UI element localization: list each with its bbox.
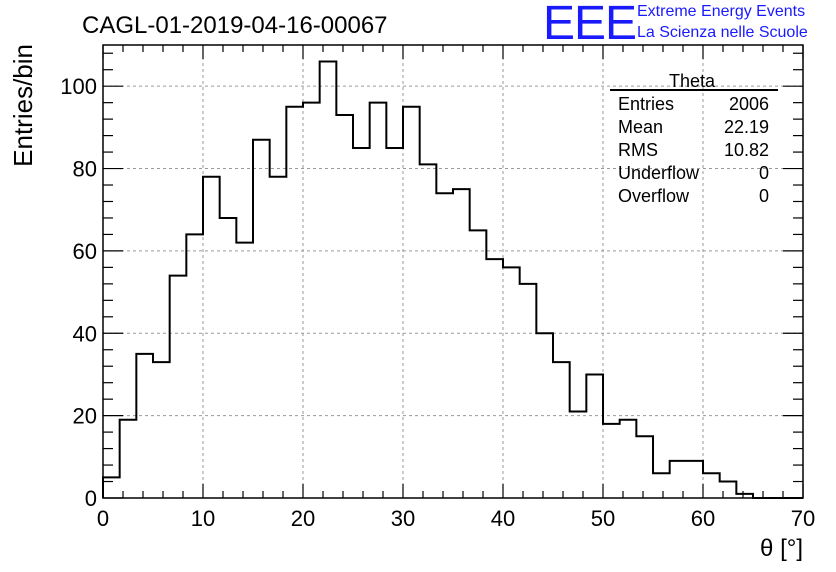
x-tick-label: 60 [691, 506, 715, 531]
x-tick-label: 30 [391, 506, 415, 531]
histogram-bin [336, 115, 353, 498]
histogram-bin [670, 461, 687, 498]
y-tick-label: 0 [85, 486, 97, 511]
grid-layer [103, 45, 803, 498]
stats-row-label: RMS [618, 140, 658, 160]
stats-row-value: 0 [759, 186, 769, 206]
histogram-bin [636, 436, 653, 498]
histogram-bin [703, 473, 720, 498]
y-axis-label: Entries/bin [8, 44, 38, 167]
histogram-bin [253, 140, 270, 498]
x-tick-label: 40 [491, 506, 515, 531]
histogram-bin [353, 148, 370, 498]
ticks-layer [102, 45, 804, 499]
stats-box-title: Theta [669, 71, 716, 91]
plot-frame [102, 44, 804, 499]
y-tick-label: 20 [73, 404, 97, 429]
histogram-bin [686, 461, 703, 498]
chart-title: CAGL-01-2019-04-16-00067 [82, 12, 388, 39]
stats-row-label: Mean [618, 117, 663, 137]
stats-row-label: Underflow [618, 163, 700, 183]
histogram-bin [286, 107, 303, 498]
y-tick-label: 80 [73, 157, 97, 182]
y-tick-label: 60 [73, 239, 97, 264]
histogram-layer [102, 60, 804, 499]
histogram-bin [436, 193, 453, 498]
x-axis-label: θ [°] [760, 535, 803, 562]
histogram-bin [370, 103, 387, 498]
brand-line-2: La Scienza nelle Scuole [637, 24, 808, 41]
histogram-bin [303, 103, 320, 498]
stats-row-label: Overflow [618, 186, 690, 206]
histogram-bin [503, 267, 520, 498]
histogram-bin [103, 477, 120, 498]
histogram-bin [620, 420, 637, 498]
histogram-bin [320, 61, 337, 498]
histogram-bin [470, 230, 487, 498]
histogram-bin [720, 482, 737, 498]
histogram-bin [120, 420, 137, 498]
histogram-bin [153, 362, 170, 498]
brand-line-1: Extreme Energy Events [637, 3, 806, 20]
stats-rows: Entries 2006 Mean 22.19 RMS 10.82 Underflow 0 Ov… [618, 94, 769, 206]
stats-row-value: 10.82 [724, 140, 769, 160]
x-tick-label: 50 [591, 506, 615, 531]
histogram-bin [186, 234, 203, 498]
stats-row-value: 2006 [729, 94, 769, 114]
histogram-bin [603, 424, 620, 498]
histogram-bin [420, 164, 437, 498]
histogram-bin [236, 243, 253, 498]
x-tick-label: 20 [291, 506, 315, 531]
histogram-bin [570, 412, 587, 498]
y-tick-label: 100 [60, 74, 97, 99]
x-tick-label: 0 [97, 506, 109, 531]
histogram-bin [270, 177, 287, 498]
histogram-bin [586, 374, 603, 498]
histogram-bin [170, 276, 187, 498]
x-tick-label: 10 [191, 506, 215, 531]
histogram-bin [220, 218, 237, 498]
x-tick-label: 70 [791, 506, 815, 531]
histogram-bin [486, 259, 503, 498]
histogram-bin [403, 107, 420, 498]
y-tick-label: 40 [73, 321, 97, 346]
stats-row-value: 22.19 [724, 117, 769, 137]
stats-row-label: Entries [618, 94, 674, 114]
histogram-bin [553, 362, 570, 498]
histogram-bin [453, 189, 470, 498]
eee-logo: EEE [543, 0, 637, 50]
histogram-bin [536, 333, 553, 498]
histogram-bin [203, 177, 220, 498]
histogram-outline [102, 60, 804, 499]
tick-labels-layer: 0 10 20 30 40 50 60 70 0 20 40 60 80 100 [60, 74, 815, 531]
stats-row-value: 0 [759, 163, 769, 183]
histogram-bin [520, 284, 537, 498]
histogram-bin [136, 354, 153, 498]
stats-box: Theta Entries 2006 Mean 22.19 RMS 10.82 Underf… [610, 71, 778, 206]
histogram-bin [653, 473, 670, 498]
histogram-bin [386, 148, 403, 498]
